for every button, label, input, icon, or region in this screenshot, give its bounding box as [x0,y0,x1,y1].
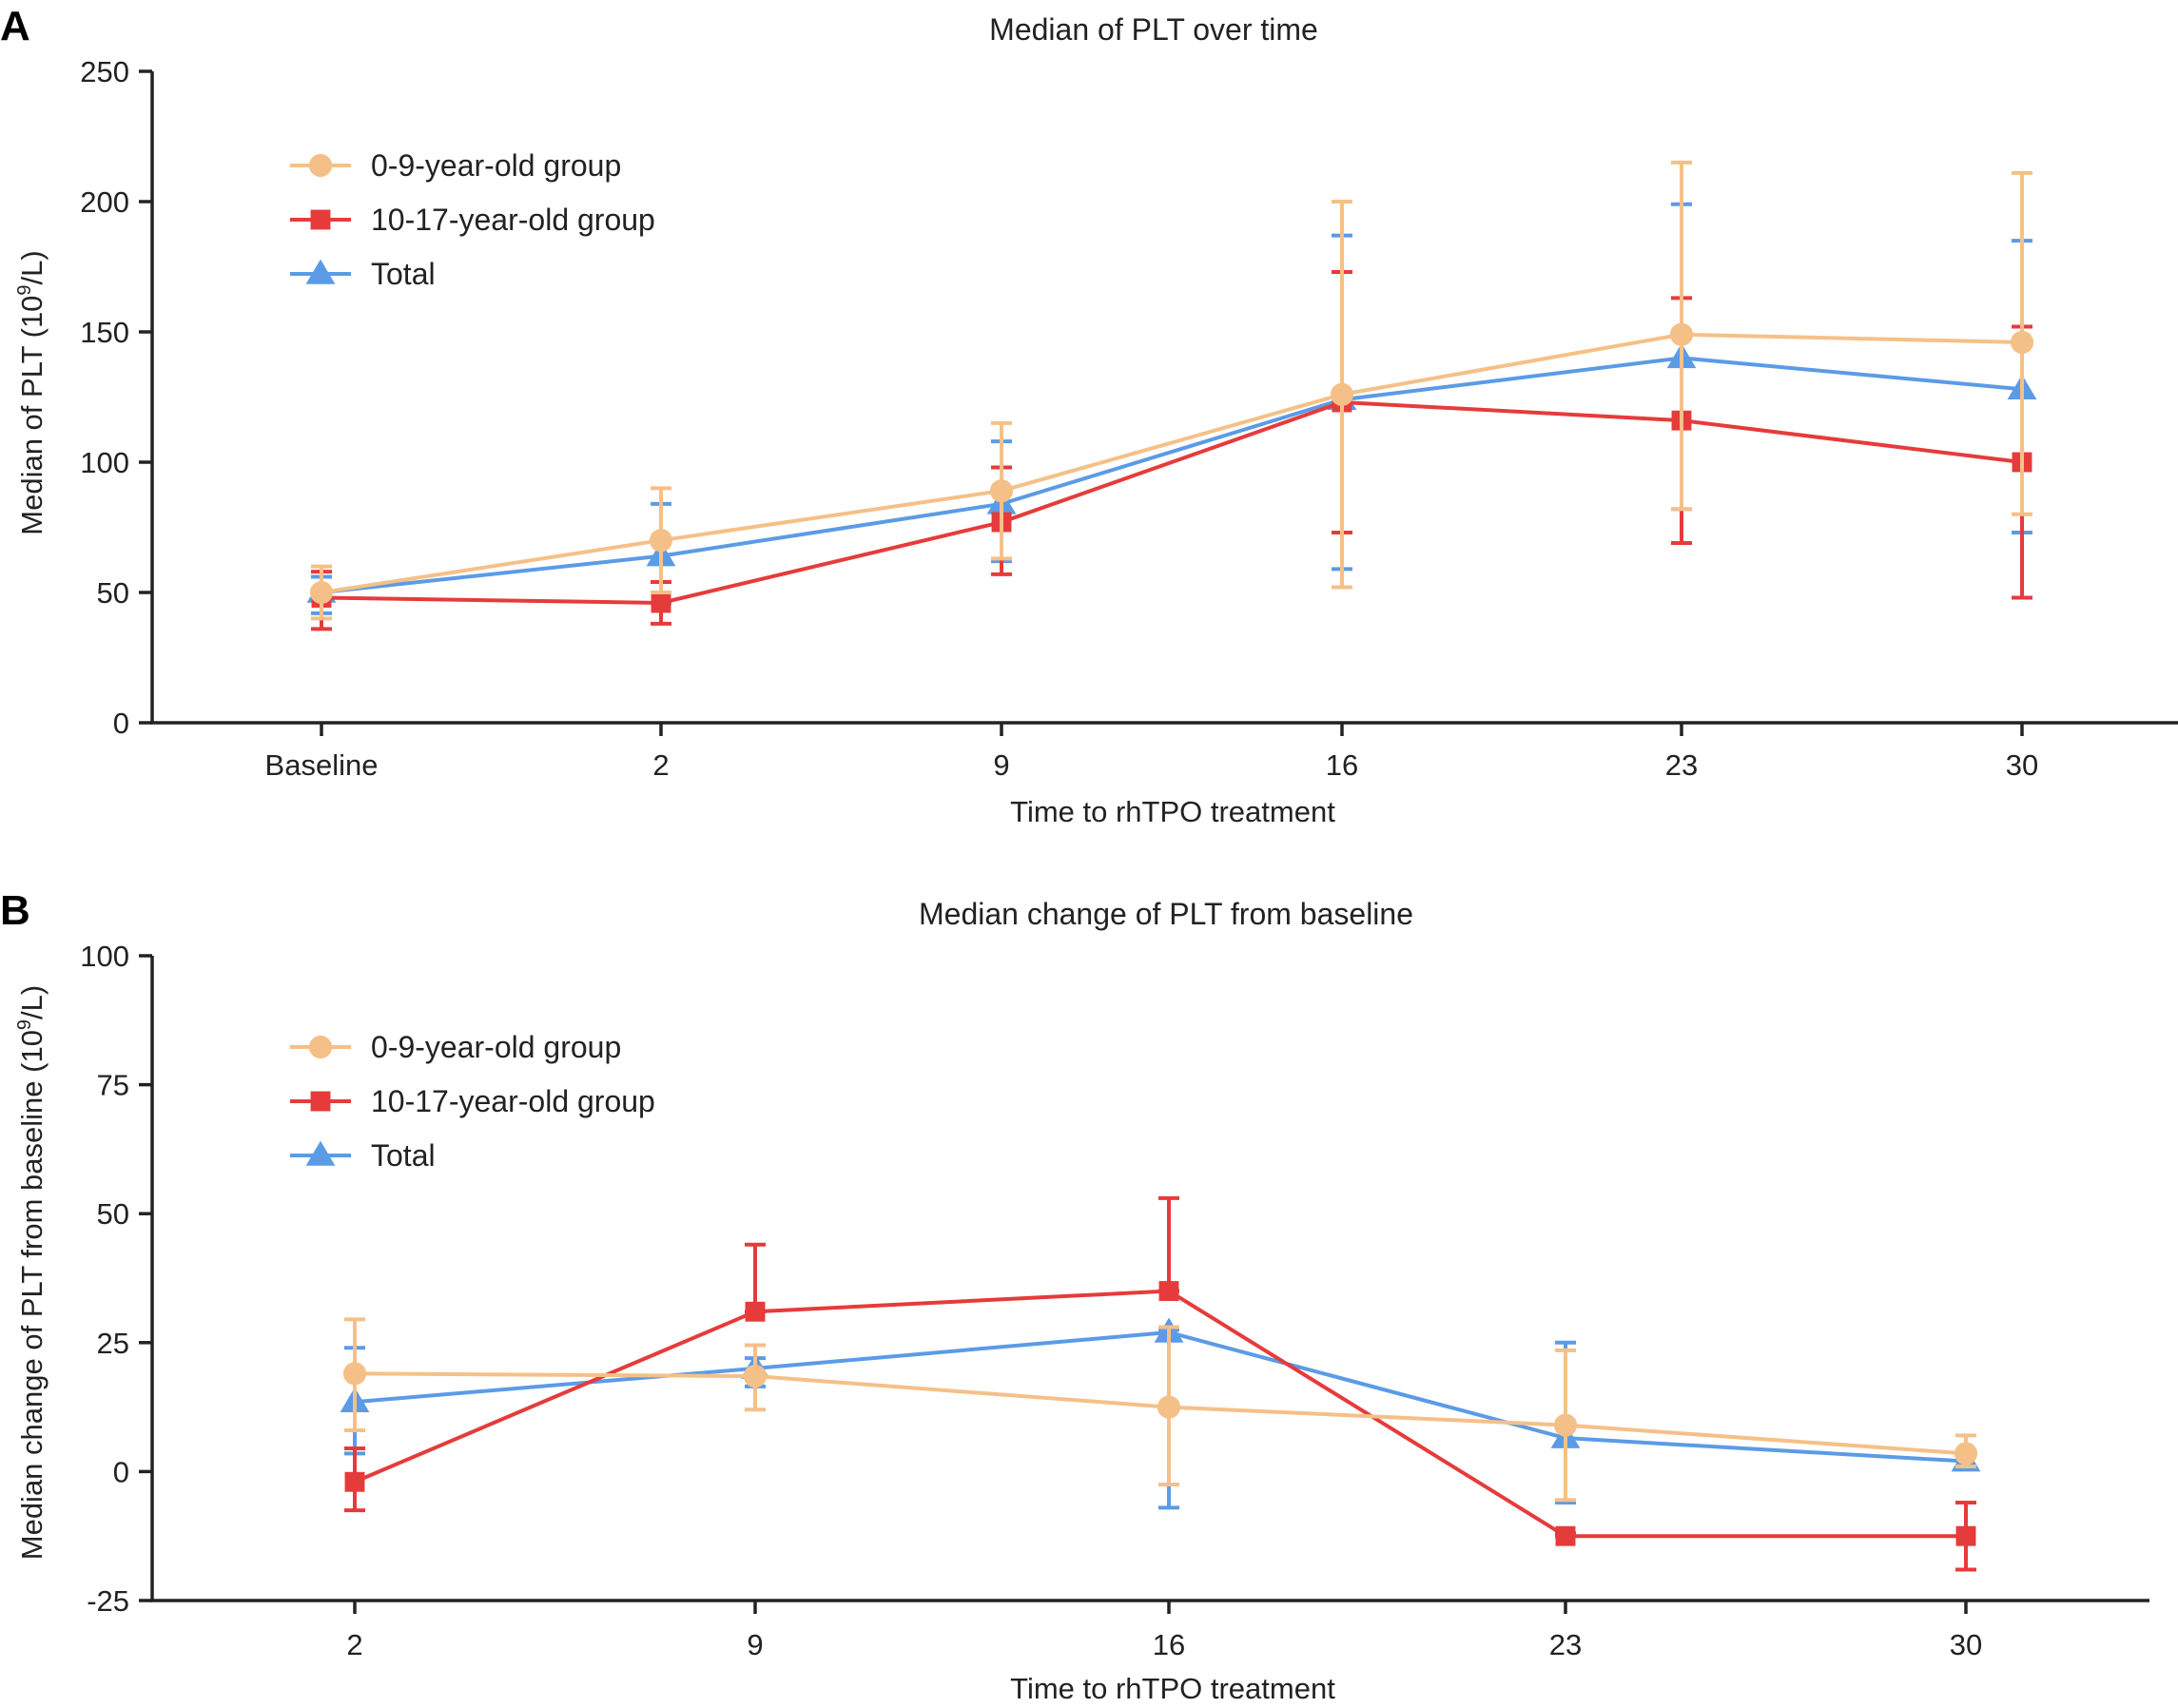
data-point-triangle [305,1140,336,1166]
data-point-circle [1330,382,1354,406]
y-tick-label: 50 [97,576,129,610]
data-point-circle [1553,1413,1578,1437]
legend-label: 10-17-year-old group [371,1084,655,1118]
panel-b-series [340,1195,1981,1572]
data-point-circle [342,1362,367,1386]
x-tick-label: 30 [1950,1628,1982,1661]
panel-a: A Median of PLT over time Median of PLT … [0,3,2178,828]
x-tick-label: Baseline [265,748,379,782]
panel-a-letter: A [0,3,30,49]
legend-entry: 10-17-year-old group [290,203,655,237]
y-tick-label: 25 [97,1327,129,1360]
x-tick-label: 2 [652,748,669,782]
legend-entry: Total [290,1138,436,1173]
data-point-square [1555,1525,1576,1546]
series-circle [309,160,2034,621]
y-tick-label: -25 [87,1584,129,1618]
panel-a-x-axis-label: Time to rhTPO treatment [1010,795,1335,828]
legend-label: Total [371,257,436,291]
data-point-circle [308,1035,333,1059]
y-tick-label: 100 [80,446,129,479]
y-tick-label: 0 [113,1455,129,1488]
panel-b-x-axis-label: Time to rhTPO treatment [1010,1672,1335,1705]
panel-a-series [306,160,2037,631]
x-tick-label: 23 [1549,1628,1582,1661]
panel-a-axes: 0 50 100 150 200 250 Baseline 2 9 16 23 30 [80,55,2178,782]
panel-b-axes: -25 0 25 50 75 100 2 9 16 23 30 [80,940,2149,1661]
panel-b-letter: B [0,887,30,934]
data-point-square [310,209,331,230]
series-square [344,1195,1976,1572]
data-point-circle [2010,330,2034,355]
y-tick-label: 0 [113,707,129,740]
x-tick-label: 30 [2006,748,2038,782]
data-point-circle [743,1364,768,1388]
legend-label: 10-17-year-old group [371,203,655,237]
legend-label: Total [371,1138,436,1173]
series-line [321,332,2023,594]
data-point-triangle [305,259,336,284]
series-line [321,399,2023,605]
legend-entry: Total [290,257,436,291]
data-point-circle [309,580,334,605]
data-point-circle [308,153,333,178]
series-triangle [306,202,2037,615]
legend-entry: 10-17-year-old group [290,1084,655,1118]
legend-entry: 0-9-year-old group [290,1030,621,1064]
panel-a-y-axis-label: Median of PLT (109/L) [14,250,49,534]
y-tick-label: 50 [97,1197,129,1231]
data-point-square [310,1091,331,1112]
data-point-square [745,1301,766,1322]
data-point-square [651,592,671,613]
panel-b: B Median change of PLT from baseline Med… [0,887,2149,1705]
y-tick-label: 75 [97,1069,129,1102]
data-point-circle [1157,1395,1181,1419]
data-point-circle [649,529,673,553]
series-line [321,356,2023,594]
legend-label: 0-9-year-old group [371,148,621,183]
panel-b-y-axis-label: Median change of PLT from baseline (109/… [14,985,49,1561]
x-tick-label: 9 [747,1628,763,1661]
x-tick-label: 16 [1326,748,1358,782]
data-point-square [1955,1525,1976,1546]
panel-a-title: Median of PLT over time [989,12,1318,47]
data-point-square [344,1471,365,1492]
panel-a-legend: 0-9-year-old group 10-17-year-old group To… [290,148,655,291]
panel-b-legend: 0-9-year-old group 10-17-year-old group To… [290,1030,655,1173]
data-point-square [1158,1281,1179,1302]
x-tick-label: 16 [1153,1628,1185,1661]
y-tick-label: 150 [80,316,129,349]
y-tick-label: 200 [80,185,129,219]
series-circle [342,1317,1978,1503]
y-tick-label: 250 [80,55,129,88]
legend-label: 0-9-year-old group [371,1030,621,1064]
x-tick-label: 9 [993,748,1009,782]
x-tick-label: 2 [346,1628,362,1661]
y-tick-label: 100 [80,940,129,973]
x-tick-label: 23 [1665,748,1698,782]
data-point-circle [1669,322,1694,346]
legend-entry: 0-9-year-old group [290,148,621,183]
data-point-circle [989,479,1014,503]
series-line [354,1330,1967,1464]
data-point-circle [1954,1442,1978,1465]
panel-b-title: Median change of PLT from baseline [919,897,1413,931]
